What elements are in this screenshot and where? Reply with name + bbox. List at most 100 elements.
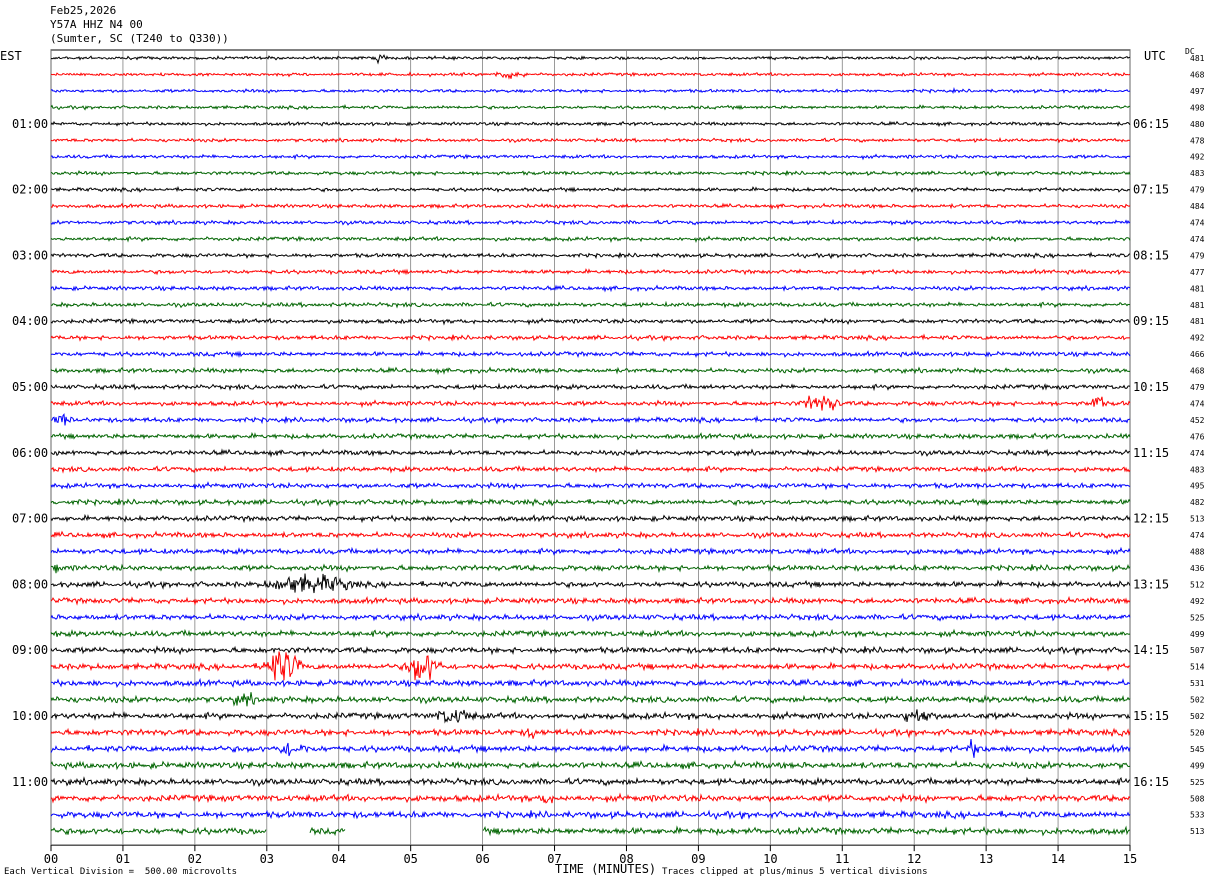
seismic-trace [50,104,1131,111]
dc-offset-value: 508 [1190,794,1205,803]
dc-offset-value: 495 [1190,482,1205,491]
utc-hour-label: 16:15 [1133,775,1169,789]
seismic-trace [50,612,1131,622]
clip-note: Traces clipped at plus/minus 5 vertical … [662,867,928,877]
utc-hour-label: 13:15 [1133,577,1169,591]
dc-offset-value: 531 [1190,679,1205,688]
dc-offset-value: 474 [1190,531,1205,540]
dc-offset-value: 513 [1190,827,1205,836]
dc-offset-value: 525 [1190,778,1205,787]
seismic-trace [50,530,1131,540]
seismic-trace [50,413,1131,426]
dc-offset-value: 498 [1190,103,1205,112]
x-tick-label: 14 [1051,852,1065,866]
seismic-trace [50,573,1131,594]
est-hour-label: 09:00 [12,643,48,657]
dc-offset-value: 477 [1190,268,1205,277]
utc-hour-label: 09:15 [1133,314,1169,328]
x-tick-label: 03 [260,852,274,866]
dc-offset-value: 483 [1190,169,1205,178]
seismic-trace [50,284,1131,293]
est-hour-label: 05:00 [12,380,48,394]
seismic-trace [50,739,1131,758]
seismic-trace [50,825,1131,837]
x-tick-label: 00 [44,852,58,866]
x-tick-label: 13 [979,852,993,866]
dc-offset-value: 520 [1190,728,1205,737]
station-id: Y57A HHZ N4 00 [50,18,143,31]
dc-offset-value: 474 [1190,219,1205,228]
seismic-trace [50,759,1131,771]
est-hour-label: 10:00 [12,709,48,723]
seismic-trace [50,809,1131,821]
seismic-trace [50,546,1131,556]
seismic-trace [50,251,1131,260]
utc-hour-label: 12:15 [1133,512,1169,526]
dc-offset-value: 484 [1190,202,1205,211]
dc-offset-value: 502 [1190,712,1205,721]
dc-offset-value: 478 [1190,136,1205,145]
est-hour-label: 11:00 [12,775,48,789]
seismic-trace [50,677,1131,689]
est-hour-label: 03:00 [12,248,48,262]
x-tick-label: 05 [403,852,417,866]
seismic-trace [50,169,1131,177]
seismic-trace [50,333,1131,343]
seismic-trace [50,448,1131,458]
seismic-trace [50,692,1131,707]
seismic-trace [50,395,1131,411]
seismic-trace [50,317,1130,326]
dc-offset-value: 512 [1190,580,1205,589]
dc-offset-value: 479 [1190,383,1205,392]
dc-offset-value: 452 [1190,416,1205,425]
dc-offset-value: 499 [1190,761,1205,770]
dc-offset-value: 468 [1190,367,1205,376]
est-hour-label: 01:00 [12,117,48,131]
seismic-trace [50,71,1131,80]
x-tick-label: 10 [763,852,777,866]
seismic-trace [50,137,1131,144]
dc-offset-value: 533 [1190,811,1205,820]
dc-offset-value: 514 [1190,663,1205,672]
seismic-trace [50,563,1131,574]
seismic-trace [50,776,1131,788]
seismic-trace [50,651,1131,681]
seismic-trace [50,366,1131,376]
dc-offset-value: 483 [1190,465,1205,474]
x-tick-label: 08 [619,852,633,866]
dc-offset-value: 492 [1190,334,1205,343]
x-tick-label: 06 [475,852,489,866]
seismic-trace [50,465,1131,474]
dc-offset-value: 481 [1190,301,1205,310]
seismic-trace [50,382,1131,392]
est-hour-label: 08:00 [12,577,48,591]
dc-offset-value: 481 [1190,284,1205,293]
utc-hour-label: 14:15 [1133,643,1169,657]
dc-offset-value: 488 [1190,548,1205,557]
est-hour-label: 06:00 [12,446,48,460]
utc-hour-label: 08:15 [1133,248,1169,262]
division-note: Each Vertical Division = 500.00 microvol… [4,867,237,877]
dc-offset-value: 436 [1190,564,1205,573]
dc-offset-value: 480 [1190,120,1205,129]
dc-offset-value: 474 [1190,399,1205,408]
seismic-trace [50,628,1131,639]
est-hour-label: 07:00 [12,512,48,526]
dc-offset-value: 482 [1190,498,1205,507]
x-tick-label: 07 [547,852,561,866]
seismic-trace [50,645,1131,656]
seismic-trace [50,709,1131,724]
seismic-trace [50,153,1131,161]
station-location: (Sumter, SC (T240 to Q330)) [50,32,229,45]
seismic-trace [50,350,1131,359]
utc-hour-label: 07:15 [1133,183,1169,197]
left-timezone-label: EST [0,49,22,63]
dc-offset-value: 474 [1190,449,1205,458]
seismic-trace [50,54,1131,65]
est-hour-label: 02:00 [12,183,48,197]
est-hour-label: 04:00 [12,314,48,328]
seismic-trace [50,481,1131,491]
dc-offset-value: 507 [1190,646,1205,655]
x-tick-label: 09 [691,852,705,866]
